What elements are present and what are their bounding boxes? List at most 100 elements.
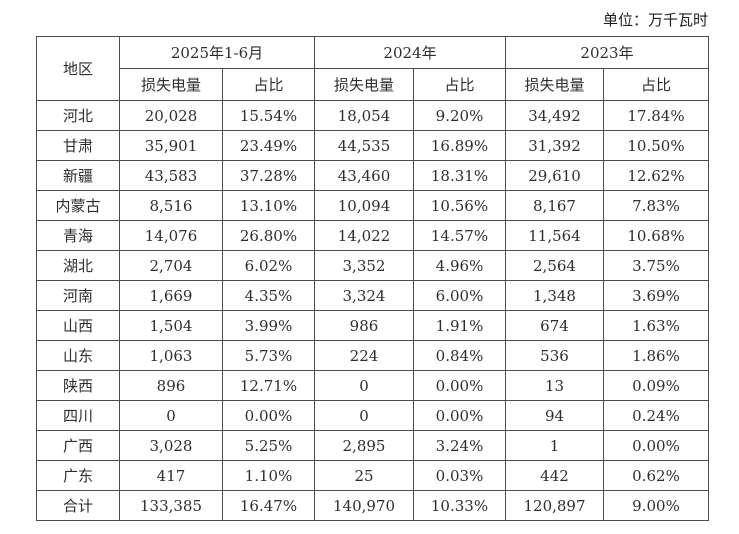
region-cell: 河北 [36,100,120,131]
region-cell: 四川 [36,400,120,431]
ratio-2025-cell: 26.80% [222,220,315,251]
region-cell: 湖北 [36,250,120,281]
table-row: 内蒙古 8,516 13.10% 10,094 10.56% 8,167 7.8… [36,190,709,221]
ratio-2024-cell: 9.20% [413,100,506,131]
table-row: 广东 417 1.10% 25 0.03% 442 0.62% [36,460,709,491]
loss-2024-cell: 140,970 [314,490,414,521]
loss-2023-cell: 31,392 [505,130,604,161]
subheader-loss-2024: 损失电量 [314,68,414,101]
loss-2023-cell: 8,167 [505,190,604,221]
region-cell: 陕西 [36,370,120,401]
ratio-2023-cell: 10.68% [603,220,709,251]
loss-2023-cell: 442 [505,460,604,491]
period-header-2023: 2023年 [505,36,709,69]
loss-2024-cell: 44,535 [314,130,414,161]
region-cell: 广西 [36,430,120,461]
loss-2025-cell: 1,669 [119,280,223,311]
loss-2023-cell: 1 [505,430,604,461]
table-row: 新疆 43,583 37.28% 43,460 18.31% 29,610 12… [36,160,709,191]
ratio-2024-cell: 4.96% [413,250,506,281]
table-row: 河北 20,028 15.54% 18,054 9.20% 34,492 17.… [36,100,709,131]
loss-2025-cell: 20,028 [119,100,223,131]
loss-2025-cell: 35,901 [119,130,223,161]
loss-2023-cell: 29,610 [505,160,604,191]
table-row: 陕西 896 12.71% 0 0.00% 13 0.09% [36,370,709,401]
loss-2023-cell: 34,492 [505,100,604,131]
loss-2024-cell: 0 [314,370,414,401]
loss-2025-cell: 1,504 [119,310,223,341]
ratio-2023-cell: 3.75% [603,250,709,281]
loss-2023-cell: 536 [505,340,604,371]
ratio-2024-cell: 18.31% [413,160,506,191]
ratio-2023-cell: 17.84% [603,100,709,131]
total-row: 合计 133,385 16.47% 140,970 10.33% 120,897… [36,490,709,521]
subheader-ratio-2024: 占比 [413,68,506,101]
region-cell: 广东 [36,460,120,491]
subheader-ratio-2025: 占比 [222,68,315,101]
ratio-2024-cell: 16.89% [413,130,506,161]
table-row: 甘肃 35,901 23.49% 44,535 16.89% 31,392 10… [36,130,709,161]
region-cell: 河南 [36,280,120,311]
period-header-2024: 2024年 [314,36,506,69]
ratio-2024-cell: 3.24% [413,430,506,461]
region-cell: 山西 [36,310,120,341]
loss-2024-cell: 2,895 [314,430,414,461]
loss-2023-cell: 2,564 [505,250,604,281]
region-cell: 青海 [36,220,120,251]
loss-2024-cell: 14,022 [314,220,414,251]
loss-2024-cell: 224 [314,340,414,371]
ratio-2023-cell: 0.24% [603,400,709,431]
region-cell: 山东 [36,340,120,371]
power-loss-table: 地区 2025年1-6月 2024年 2023年 损失电量 占比 损失电量 占比… [36,36,709,521]
loss-2025-cell: 8,516 [119,190,223,221]
ratio-2023-cell: 7.83% [603,190,709,221]
loss-2023-cell: 94 [505,400,604,431]
loss-2025-cell: 3,028 [119,430,223,461]
table-row: 青海 14,076 26.80% 14,022 14.57% 11,564 10… [36,220,709,251]
loss-2025-cell: 1,063 [119,340,223,371]
loss-2024-cell: 10,094 [314,190,414,221]
period-header-2025: 2025年1-6月 [119,36,315,69]
region-cell: 新疆 [36,160,120,191]
ratio-2025-cell: 0.00% [222,400,315,431]
ratio-2024-cell: 10.56% [413,190,506,221]
ratio-2025-cell: 5.25% [222,430,315,461]
region-cell: 甘肃 [36,130,120,161]
table-row: 湖北 2,704 6.02% 3,352 4.96% 2,564 3.75% [36,250,709,281]
subheader-loss-2023: 损失电量 [505,68,604,101]
table-row: 四川 0 0.00% 0 0.00% 94 0.24% [36,400,709,431]
loss-2023-cell: 1,348 [505,280,604,311]
ratio-2024-cell: 1.91% [413,310,506,341]
loss-2024-cell: 0 [314,400,414,431]
ratio-2023-cell: 0.09% [603,370,709,401]
ratio-2024-cell: 0.84% [413,340,506,371]
loss-2024-cell: 986 [314,310,414,341]
loss-2025-cell: 896 [119,370,223,401]
region-column-header: 地区 [36,36,120,101]
ratio-2025-cell: 6.02% [222,250,315,281]
ratio-2025-cell: 15.54% [222,100,315,131]
table-header: 地区 2025年1-6月 2024年 2023年 损失电量 占比 损失电量 占比… [36,36,709,101]
subheader-ratio-2023: 占比 [603,68,709,101]
metric-header-row: 损失电量 占比 损失电量 占比 损失电量 占比 [37,68,709,101]
ratio-2023-cell: 12.62% [603,160,709,191]
loss-2025-cell: 14,076 [119,220,223,251]
ratio-2023-cell: 10.50% [603,130,709,161]
ratio-2025-cell: 13.10% [222,190,315,221]
loss-2023-cell: 120,897 [505,490,604,521]
loss-2024-cell: 3,352 [314,250,414,281]
ratio-2025-cell: 16.47% [222,490,315,521]
loss-2024-cell: 25 [314,460,414,491]
table-row: 山西 1,504 3.99% 986 1.91% 674 1.63% [36,310,709,341]
ratio-2023-cell: 9.00% [603,490,709,521]
loss-2024-cell: 43,460 [314,160,414,191]
ratio-2023-cell: 0.62% [603,460,709,491]
ratio-2024-cell: 10.33% [413,490,506,521]
period-header-row: 地区 2025年1-6月 2024年 2023年 [36,36,709,101]
subheader-loss-2025: 损失电量 [119,68,223,101]
loss-2023-cell: 674 [505,310,604,341]
ratio-2023-cell: 1.86% [603,340,709,371]
table-body: 河北 20,028 15.54% 18,054 9.20% 34,492 17.… [36,100,709,521]
ratio-2024-cell: 6.00% [413,280,506,311]
